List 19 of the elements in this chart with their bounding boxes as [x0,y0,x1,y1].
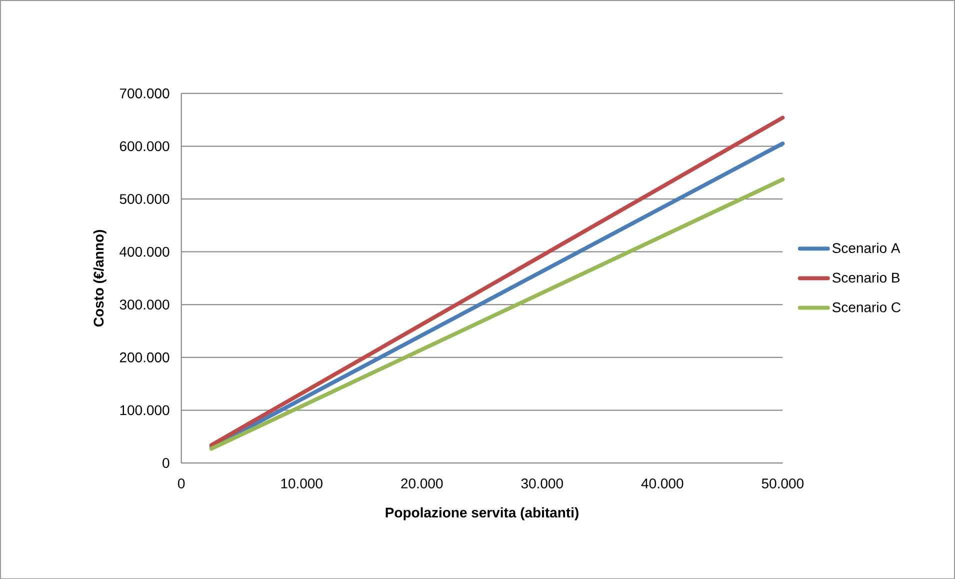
legend-label: Scenario B [832,272,900,282]
y-tick-label: 500.000 [120,194,170,204]
y-tick-label: 700.000 [120,88,170,98]
x-tick-label: 20.000 [401,478,443,488]
x-tick-label: 40.000 [641,478,684,488]
y-axis-title: Costo (€/anno) [93,230,106,326]
x-tick-label: 0 [178,478,185,488]
y-tick-label: 100.000 [120,405,170,415]
x-tick-label: 10.000 [281,478,322,488]
legend-label: Scenario A [832,242,900,253]
y-tick-label: 400.000 [120,246,170,257]
y-tick-label: 0 [162,458,170,468]
x-tick-label: 30.000 [521,478,563,488]
x-axis-title: Popolazione servita (abitanti) [386,507,578,520]
y-tick-label: 600.000 [120,141,170,151]
y-tick-label: 300.000 [120,299,170,310]
y-tick-label: 200.000 [120,352,170,362]
legend-label: Scenario C [832,302,900,312]
x-tick-label: 50.000 [762,478,804,488]
